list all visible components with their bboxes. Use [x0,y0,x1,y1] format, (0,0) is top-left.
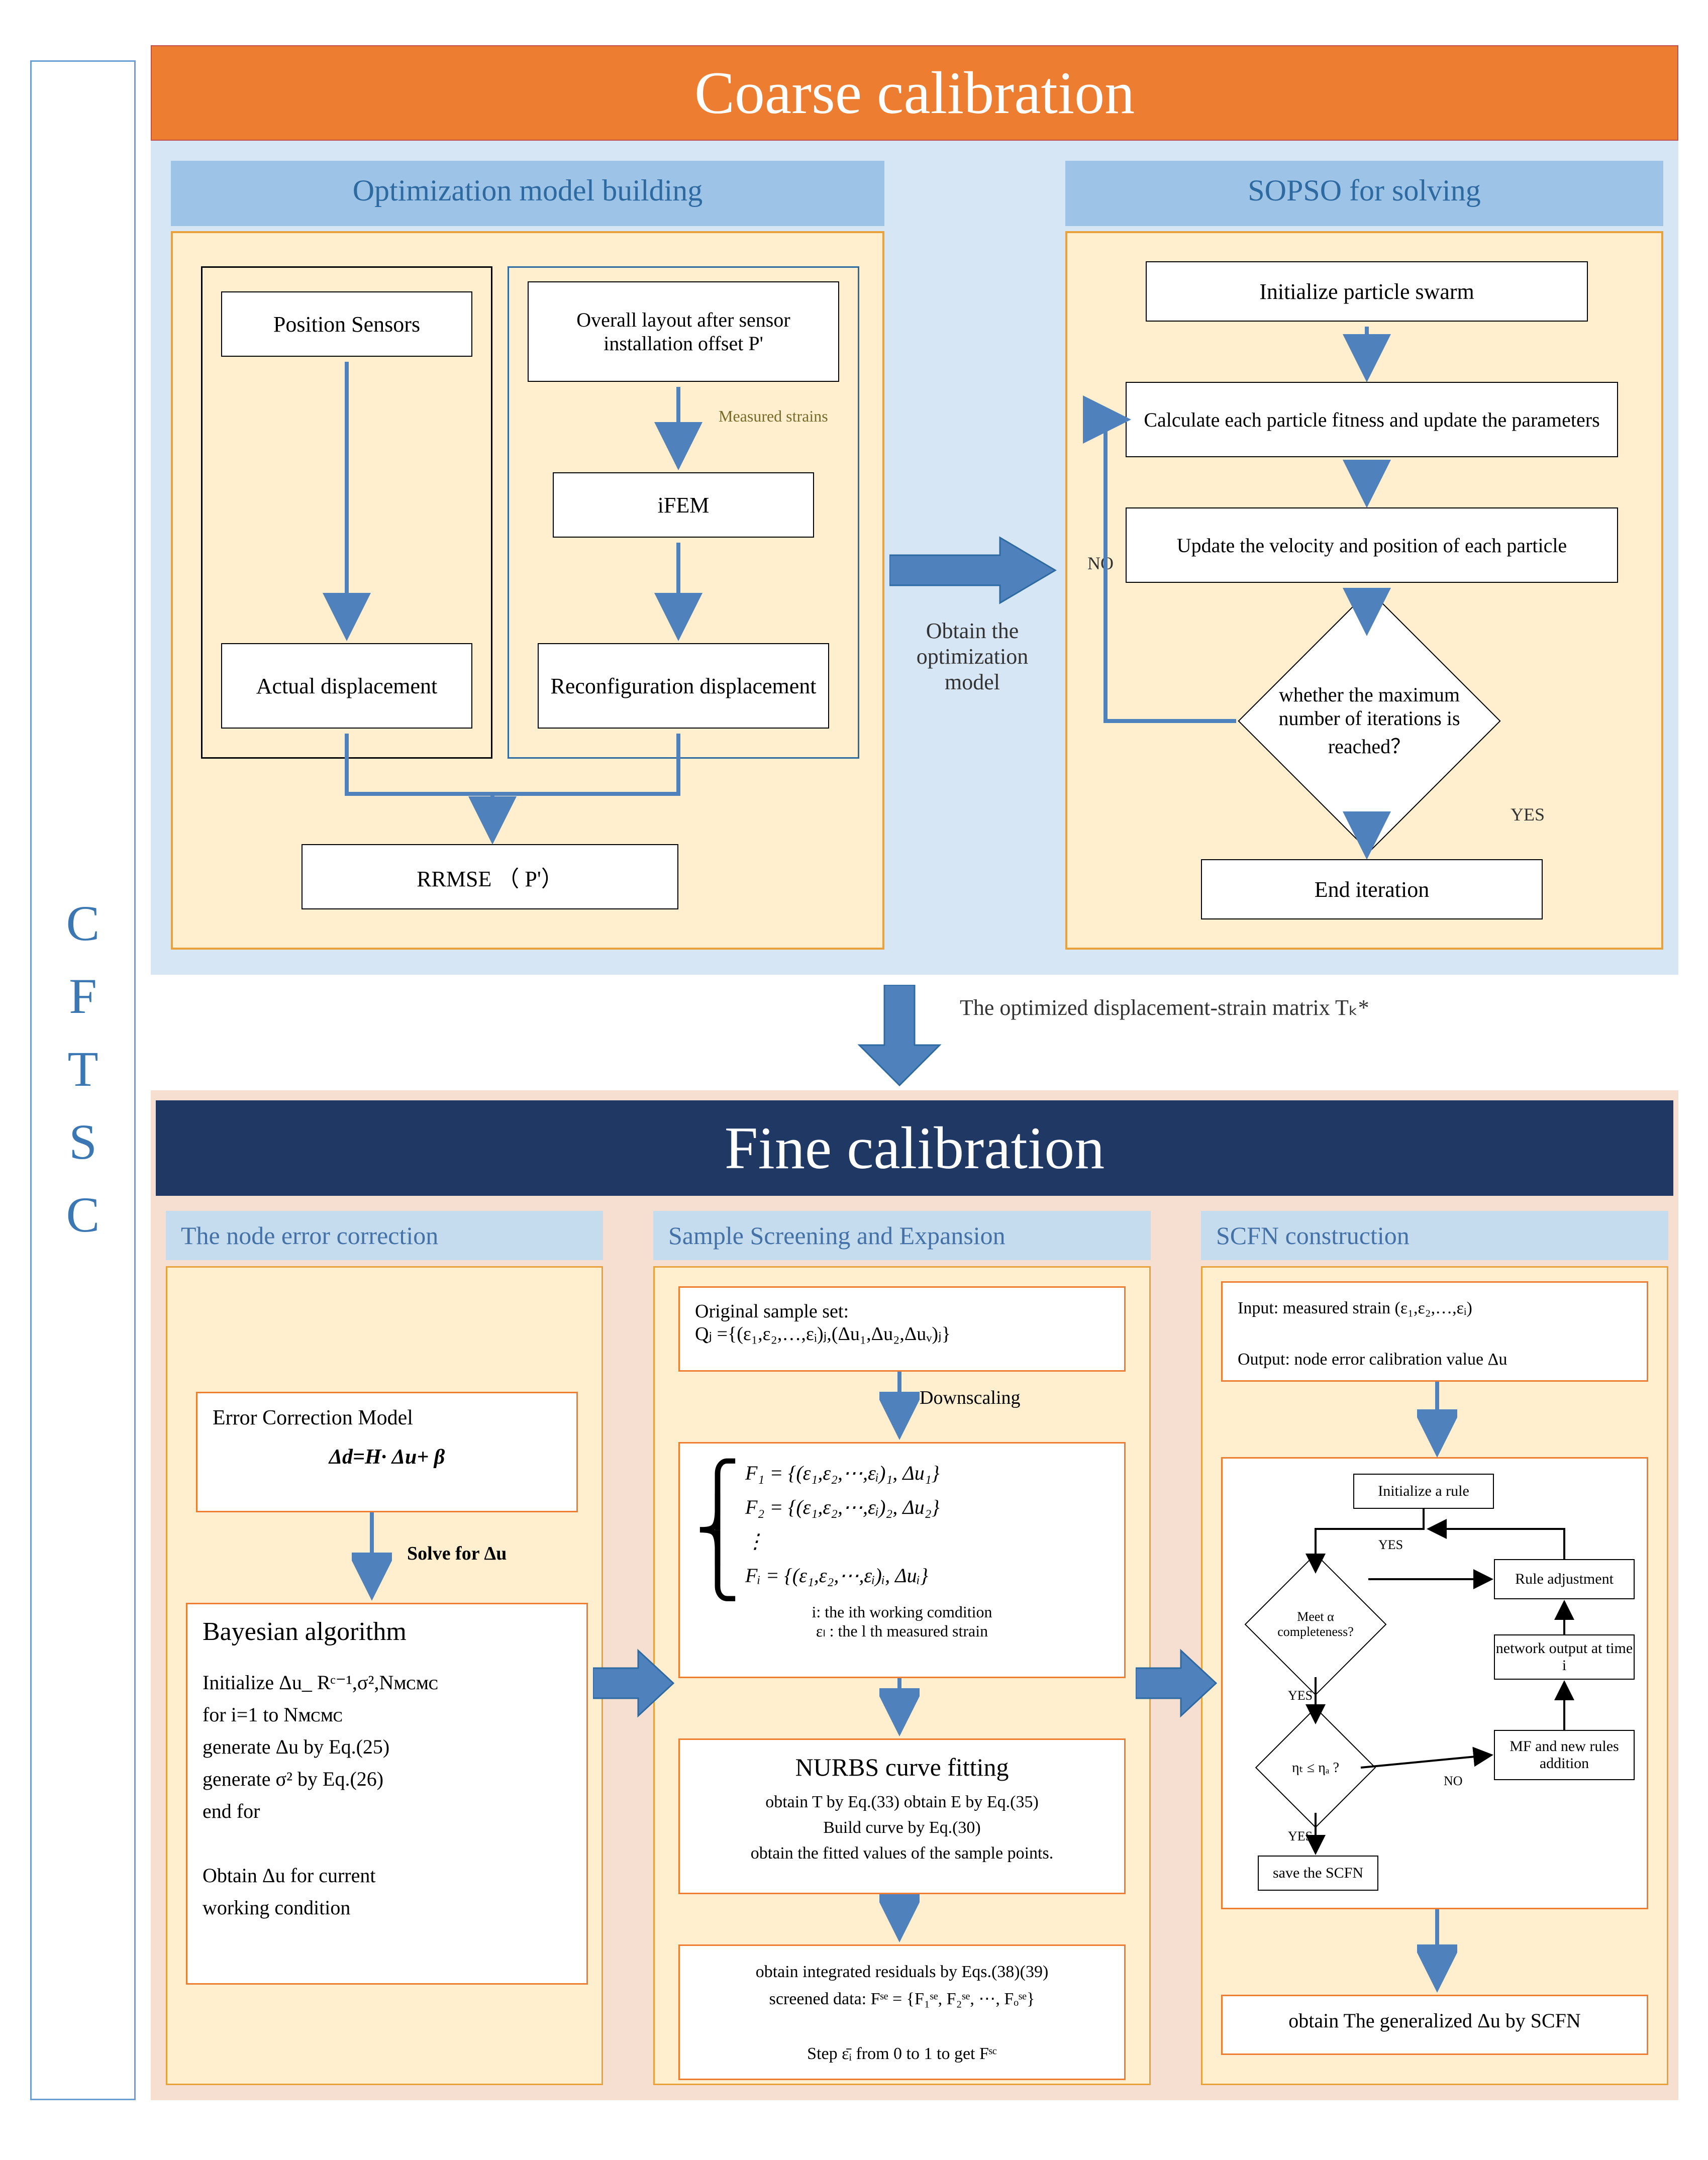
svg-text:YES: YES [1288,1829,1313,1843]
col2-orig: Original sample set: Qⱼ ={(ε₁,ε₂,…,εᵢ)ⱼ,… [678,1286,1126,1372]
cftsc-f: F [30,967,136,1025]
col3-obtain: obtain The generalized Δu by SCFN [1221,1995,1648,2055]
fine-col1-header: The node error correction [166,1211,603,1260]
arrow-c2-c3 [1136,1643,1221,1723]
arrows-coarse-right [1065,231,1668,950]
cftsc-s: S [30,1113,136,1171]
cftsc-c2: C [30,1186,136,1244]
arrow-obtain-model [889,528,1060,613]
col1-model-eq: Δd=H· Δu+ β [213,1445,561,1469]
cftsc-t: T [30,1040,136,1098]
fine-title: Fine calibration [156,1100,1673,1196]
col1-bayes-title: Bayesian algorithm [203,1617,571,1647]
col2-residuals: obtain integrated residuals by Eqs.(38)(… [678,1944,1126,2080]
coarse-title: Coarse calibration [151,45,1678,141]
label-transition: The optimized displacement-strain matrix… [960,995,1412,1020]
col1-model-title: Error Correction Model [213,1406,561,1430]
col2-residuals-text: obtain integrated residuals by Eqs.(38)(… [695,1959,1109,2068]
col1-bayes-body: Initialize Δu_ Rᶜ⁻¹,σ²,Nᴍᴄᴍᴄ for i=1 to … [203,1667,571,1924]
col2-orig-text: Original sample set: Qⱼ ={(ε₁,ε₂,…,εᵢ)ⱼ,… [695,1300,1109,1345]
arrows-col2 [879,1372,920,1949]
cftsc-c1: C [30,894,136,952]
col1-solve-for: Solve for Δu [407,1542,507,1565]
arrow-c1-c2 [593,1643,678,1723]
col1-bayes: Bayesian algorithm Initialize Δu_ Rᶜ⁻¹,σ… [186,1603,588,1985]
coarse-left-header: Optimization model building [171,161,884,226]
col3-io: Input: measured strain (ε₁,ε₂,…,εᵢ) Outp… [1221,1281,1648,1382]
svg-text:YES: YES [1378,1537,1403,1552]
arrows-col3 [1417,1382,1457,1995]
col1-model: Error Correction Model Δd=H· Δu+ β [196,1392,578,1512]
col3-io-text: Input: measured strain (ε₁,ε₂,…,εᵢ) Outp… [1238,1295,1632,1372]
fine-col3-header: SCFN construction [1201,1211,1668,1260]
arrows-coarse-left [171,231,884,950]
col2-downscaling: Downscaling [920,1387,1021,1409]
arrow-col1 [352,1512,392,1603]
coarse-right-header: SOPSO for solving [1065,161,1663,226]
fine-col2-header: Sample Screening and Expansion [653,1211,1151,1260]
svg-text:YES: YES [1288,1688,1313,1703]
label-obtain-model: Obtain the optimization model [889,618,1055,695]
cftsc-letters: C F T S C [30,894,136,1259]
col3-obtain-text: obtain The generalized Δu by SCFN [1238,2009,1632,2032]
arrow-transition [854,985,945,1090]
